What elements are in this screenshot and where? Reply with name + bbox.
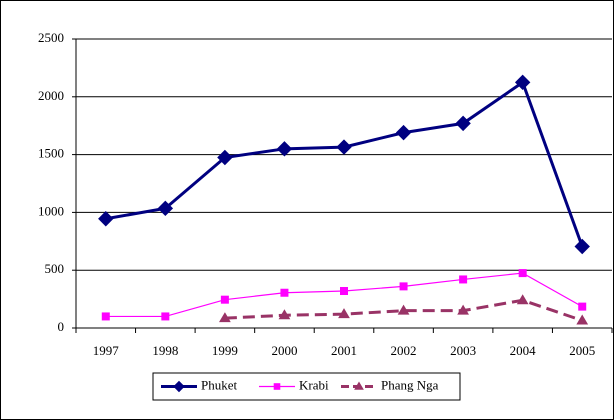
x-tick-label: 1997 bbox=[93, 343, 120, 358]
data-point bbox=[395, 124, 412, 141]
x-tick-label: 2003 bbox=[450, 343, 476, 358]
data-point bbox=[101, 312, 110, 321]
data-point bbox=[276, 141, 293, 157]
y-tick-label: 500 bbox=[45, 261, 65, 276]
x-tick-label: 1999 bbox=[212, 343, 238, 358]
data-point bbox=[399, 282, 408, 291]
legend-label: Krabi bbox=[299, 377, 329, 392]
data-point bbox=[220, 295, 229, 304]
legend-label: Phang Nga bbox=[381, 377, 439, 392]
data-point bbox=[219, 312, 231, 323]
y-tick-label: 2000 bbox=[38, 88, 64, 103]
y-tick-label: 1500 bbox=[38, 146, 64, 161]
legend-label: Phuket bbox=[201, 377, 238, 392]
legend-marker bbox=[354, 381, 364, 390]
data-point bbox=[576, 314, 589, 325]
data-point bbox=[340, 287, 348, 296]
data-point bbox=[217, 149, 233, 166]
data-point bbox=[98, 211, 114, 227]
data-point bbox=[280, 288, 289, 297]
data-point bbox=[578, 302, 587, 311]
data-point bbox=[338, 308, 350, 319]
legend-marker bbox=[273, 383, 281, 390]
data-point bbox=[574, 238, 590, 255]
data-point bbox=[516, 294, 529, 305]
x-tick-label: 2004 bbox=[510, 343, 537, 358]
data-point bbox=[278, 309, 291, 320]
data-point bbox=[397, 304, 410, 315]
x-tick-label: 1998 bbox=[152, 343, 178, 358]
data-point bbox=[514, 74, 531, 91]
data-point bbox=[459, 275, 468, 284]
legend-marker bbox=[173, 380, 185, 393]
x-tick-label: 2001 bbox=[331, 343, 357, 358]
x-tick-label: 2000 bbox=[271, 343, 297, 358]
data-point bbox=[161, 312, 170, 321]
y-tick-label: 0 bbox=[58, 319, 65, 334]
x-tick-label: 2005 bbox=[569, 343, 595, 358]
y-tick-label: 1000 bbox=[38, 203, 64, 218]
data-point bbox=[518, 269, 527, 278]
data-point bbox=[455, 115, 471, 132]
y-tick-label: 2500 bbox=[38, 30, 64, 45]
data-point bbox=[457, 304, 469, 315]
data-point bbox=[336, 139, 352, 155]
data-point bbox=[157, 200, 174, 217]
x-tick-label: 2002 bbox=[391, 343, 417, 358]
legend-box bbox=[152, 372, 461, 401]
